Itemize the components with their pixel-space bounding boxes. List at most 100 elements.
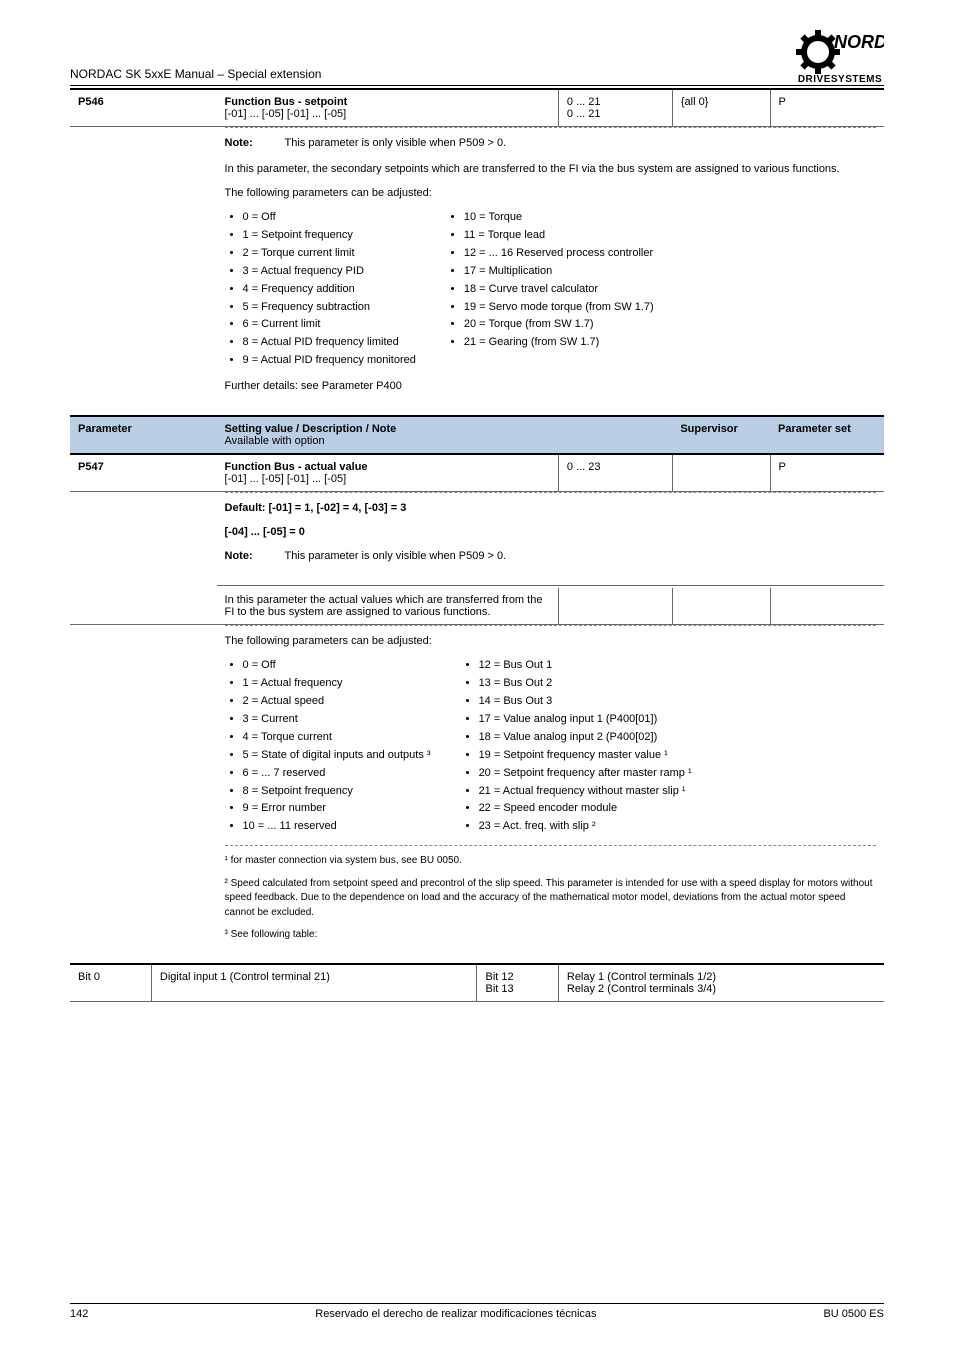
table-row: P547 Function Bus - actual value [-01] .… (70, 454, 884, 492)
bit-desc: Digital input 1 (Control terminal 21) (151, 964, 477, 1002)
intro-text: In this parameter, the secondary setpoin… (225, 162, 876, 178)
footnote: ¹ for master connection via system bus, … (225, 854, 876, 869)
settings-lead-2: The following parameters can be adjusted… (225, 634, 876, 650)
settings-list-left: 0 = Off 1 = Actual frequency 2 = Actual sp… (243, 658, 431, 837)
defaults-line2: [-04] ... [-05] = 0 (225, 525, 876, 541)
set-col: P (770, 89, 884, 127)
list-item: 1 = Setpoint frequency (243, 228, 416, 244)
table-row: P546 Function Bus - setpoint [-01] ... [… (70, 89, 884, 127)
settings-lead: The following parameters can be adjusted… (225, 186, 876, 202)
param-547-defaults: Default: [-01] = 1, [-02] = 4, [-03] = 3… (217, 492, 884, 586)
brand-tagline: DRIVESYSTEMS (796, 74, 884, 85)
list-item: 6 = Current limit (243, 317, 416, 333)
list-item: 3 = Current (243, 712, 431, 728)
dashed-separator: Note: This parameter is only visible whe… (225, 127, 876, 152)
dashed-separator: The following parameters can be adjusted… (225, 625, 876, 845)
note-block: Note: This parameter is only visible whe… (225, 549, 876, 565)
list-item: 0 = Off (243, 658, 431, 674)
brand-logo: NORD DRIVESYSTEMS (796, 30, 884, 85)
list-item: 10 = Torque (464, 210, 654, 226)
intro-cell: In this parameter the actual values whic… (217, 588, 559, 625)
group-header-table: Parameter Setting value / Description / … (70, 415, 884, 492)
param-name: Function Bus - setpoint [-01] ... [-05] … (217, 89, 559, 127)
document-title: NORDAC SK 5xxE Manual – Special extensio… (70, 67, 321, 85)
col-desc: Setting value / Description / Note Avail… (217, 416, 559, 454)
note-label: Note: (225, 549, 285, 565)
page-number: 142 (70, 1308, 88, 1320)
footnote: ² Speed calculated from setpoint speed a… (225, 877, 876, 921)
col-supervisor: Supervisor (672, 416, 770, 454)
footnotes: ¹ for master connection via system bus, … (225, 845, 876, 943)
footer-text: Reservado el derecho de realizar modific… (315, 1308, 596, 1320)
list-item: 2 = Torque current limit (243, 246, 416, 262)
bit-label2: Bit 12 Bit 13 (477, 964, 558, 1002)
page-footer: 142 Reservado el derecho de realizar mod… (70, 1303, 884, 1320)
list-item: 14 = Bus Out 3 (479, 694, 692, 710)
settings-list-right: 12 = Bus Out 1 13 = Bus Out 2 14 = Bus Out… (479, 658, 692, 837)
list-item: 10 = ... 11 reserved (243, 819, 431, 835)
list-item: 11 = Torque lead (464, 228, 654, 244)
list-item: 21 = Actual frequency without master sli… (479, 784, 692, 800)
settings-columns-2: 0 = Off 1 = Actual frequency 2 = Actual sp… (225, 658, 876, 845)
param-name: Function Bus - actual value [-01] ... [-… (217, 454, 559, 492)
list-item: 19 = Servo mode torque (from SW 1.7) (464, 300, 654, 316)
list-item: 1 = Actual frequency (243, 676, 431, 692)
settings-list-left: 0 = Off 1 = Setpoint frequency 2 = Torque … (243, 210, 416, 371)
list-item: 12 = ... 16 Reserved process controller (464, 246, 654, 262)
set-col: P (770, 454, 884, 492)
list-item: 20 = Setpoint frequency after master ram… (479, 766, 692, 782)
footnote: ³ See following table: (225, 928, 876, 943)
bit-table: Bit 0 Digital input 1 (Control terminal … (70, 963, 884, 1002)
gear-logo-icon: NORD (796, 30, 884, 74)
param-table-546: P546 Function Bus - setpoint [-01] ... [… (70, 88, 884, 127)
list-item: 4 = Torque current (243, 730, 431, 746)
list-item: 20 = Torque (from SW 1.7) (464, 317, 654, 333)
list-item: 0 = Off (243, 210, 416, 226)
col-range (558, 416, 672, 454)
default-col: {all 0} (672, 89, 770, 127)
note-body: This parameter is only visible when P509… (285, 549, 876, 565)
note-label: Note: (225, 136, 285, 152)
list-item: 21 = Gearing (from SW 1.7) (464, 335, 654, 351)
bit-label: Bit 0 (70, 964, 151, 1002)
list-item: 5 = State of digital inputs and outputs … (243, 748, 431, 764)
list-item: 22 = Speed encoder module (479, 801, 692, 817)
range-col: 0 ... 210 ... 21 (558, 89, 672, 127)
list-item: 13 = Bus Out 2 (479, 676, 692, 692)
settings-columns: 0 = Off 1 = Setpoint frequency 2 = Torque … (225, 210, 876, 379)
list-item: 8 = Setpoint frequency (243, 784, 431, 800)
table-row: Bit 0 Digital input 1 (Control terminal … (70, 964, 884, 1002)
list-item: 9 = Error number (243, 801, 431, 817)
col-parameter: Parameter (70, 416, 217, 454)
list-item: 3 = Actual frequency PID (243, 264, 416, 280)
list-item: 8 = Actual PID frequency limited (243, 335, 416, 351)
param-546-body: Note: This parameter is only visible whe… (217, 127, 884, 413)
defaults-line1: Default: [-01] = 1, [-02] = 4, [-03] = 3 (225, 501, 876, 517)
settings-list-right: 10 = Torque 11 = Torque lead 12 = ... 16 R… (464, 210, 654, 371)
list-item: 23 = Act. freq. with slip ² (479, 819, 692, 835)
bit-desc2: Relay 1 (Control terminals 1/2) Relay 2 … (558, 964, 884, 1002)
param-id: P546 (70, 89, 217, 127)
note-body: This parameter is only visible when P509… (285, 136, 876, 152)
list-item: 5 = Frequency subtraction (243, 300, 416, 316)
param-id: P547 (70, 454, 217, 492)
intro-row-table: In this parameter the actual values whic… (70, 588, 884, 625)
list-item: 2 = Actual speed (243, 694, 431, 710)
range-col: 0 ... 23 (558, 454, 672, 492)
default-col (672, 454, 770, 492)
list-item: 19 = Setpoint frequency master value ¹ (479, 748, 692, 764)
dashed-separator: Default: [-01] = 1, [-02] = 4, [-03] = 3… (225, 492, 876, 565)
closing-text: Further details: see Parameter P400 (225, 379, 876, 395)
col-paramset: Parameter set (770, 416, 884, 454)
page-header: NORDAC SK 5xxE Manual – Special extensio… (70, 30, 884, 86)
note-block: Note: This parameter is only visible whe… (225, 136, 876, 152)
list-item: 12 = Bus Out 1 (479, 658, 692, 674)
list-item: 9 = Actual PID frequency monitored (243, 353, 416, 369)
list-item: 6 = ... 7 reserved (243, 766, 431, 782)
table-header-row: Parameter Setting value / Description / … (70, 416, 884, 454)
list-item: 18 = Curve travel calculator (464, 282, 654, 298)
list-item: 17 = Value analog input 1 (P400[01]) (479, 712, 692, 728)
list-item: 17 = Multiplication (464, 264, 654, 280)
param-547-body: The following parameters can be adjusted… (217, 625, 884, 961)
list-item: 4 = Frequency addition (243, 282, 416, 298)
